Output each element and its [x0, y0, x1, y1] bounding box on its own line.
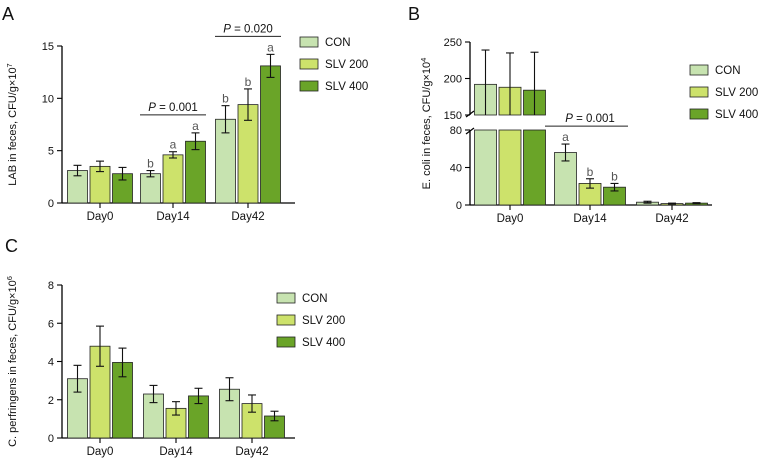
panel-c-legend-swatch	[276, 314, 296, 326]
panel-a-significance-letter: b	[222, 92, 229, 106]
panel-b-y-tick-label: 250	[444, 37, 462, 49]
panel-b-significance-letter: a	[562, 130, 569, 144]
panel-c-legend-label: CON	[302, 293, 328, 305]
panel-a-x-tick-label: Day14	[156, 211, 190, 223]
panel-a-legend-swatch	[299, 36, 319, 48]
panel-b-legend-swatch	[689, 86, 709, 98]
panel-a-x-tick-label: Day0	[87, 211, 114, 223]
panel-c-x-tick-label: Day0	[87, 446, 114, 458]
panel-a: A 0 5 10 15 Day0 Day14 b a a Day42 b b a P = 0.001 P = …	[2, 4, 368, 223]
panel-c-x-tick-label: Day14	[159, 446, 193, 458]
panel-a-pvalue-label: P = 0.001	[148, 102, 198, 114]
panel-b-significance-letter: b	[587, 165, 594, 179]
panel-c-y-axis-label: C. perfringens in feces, CFU/g×106	[5, 276, 20, 447]
panel-b-axis-break-mark	[465, 110, 475, 118]
panel-b-bar-lower	[523, 129, 546, 206]
panel-b: B 0 40 80 150 200 250 Day0 Day14 a b b Day42 P = 0.00…	[408, 4, 758, 225]
panel-b-y-tick-label: 80	[450, 125, 462, 137]
panel-b-pvalue-label: P = 0.001	[565, 113, 615, 125]
panel-a-y-tick-label: 10	[42, 93, 54, 105]
panel-b-legend-swatch	[689, 108, 709, 120]
panel-a-legend-swatch	[299, 80, 319, 92]
panel-a-significance-letter: a	[170, 138, 177, 152]
panel-b-significance-letter: b	[611, 169, 618, 183]
panel-a-x-tick-label: Day42	[231, 211, 264, 223]
panel-b-y-tick-label: 0	[456, 200, 462, 212]
panel-b-axis-break-mark	[465, 127, 475, 135]
panel-a-bar	[162, 154, 184, 204]
panel-b-legend-label: SLV 200	[715, 87, 758, 99]
panel-c-x-tick-label: Day42	[235, 446, 268, 458]
panel-b-y-axis-label: E. coli in feces, CFU/g×104	[419, 58, 434, 190]
panel-b-legend-label: SLV 400	[715, 109, 758, 121]
panel-b-x-tick-label: Day42	[655, 213, 688, 225]
panel-c-y-tick-label: 0	[48, 433, 54, 445]
panel-b-y-tick-label: 40	[450, 163, 462, 175]
panel-c-legend-label: SLV 200	[302, 315, 345, 327]
panel-a-y-tick-label: 15	[42, 41, 54, 53]
panel-a-y-axis-label: LAB in feces, CFU/g×107	[5, 63, 20, 185]
panel-a-significance-letter: b	[147, 157, 154, 171]
panel-b-y-tick-label: 150	[444, 110, 462, 122]
panel-a-y-tick-label: 5	[48, 146, 54, 158]
panel-b-y-tick-label: 200	[444, 74, 462, 86]
panel-c-legend-label: SLV 400	[302, 337, 345, 349]
panel-c-y-tick-label: 4	[48, 357, 54, 369]
panel-a-legend-label: SLV 400	[325, 81, 368, 93]
panel-b-legend-swatch	[689, 64, 709, 76]
panel-a-significance-letter: a	[192, 119, 199, 133]
panel-a-significance-letter: b	[245, 75, 252, 89]
panel-a-bar	[185, 140, 206, 204]
panel-a-legend-label: CON	[325, 37, 351, 49]
panel-a-panel-letter: A	[2, 4, 14, 24]
panel-b-bar-lower	[498, 129, 522, 206]
panel-a-bar	[140, 173, 161, 204]
panel-b-x-tick-label: Day14	[573, 213, 607, 225]
panel-a-y-tick-label: 0	[48, 198, 54, 210]
panel-c-y-tick-label: 8	[48, 280, 54, 292]
panel-a-legend-label: SLV 200	[325, 59, 368, 71]
panel-b-panel-letter: B	[408, 4, 420, 24]
panel-a-bar	[260, 65, 281, 204]
panel-c-panel-letter: C	[5, 236, 18, 256]
panel-c-legend-swatch	[276, 292, 296, 304]
panel-a-pvalue-label: P = 0.020	[223, 23, 273, 35]
panel-c: C 0 2 4 6 8 Day0 Day14 Day42 C. perfringens in fe…	[5, 236, 346, 458]
panel-c-y-tick-label: 2	[48, 395, 54, 407]
panel-b-bar-lower	[474, 129, 497, 206]
panel-a-significance-letter: a	[267, 40, 274, 54]
panel-c-legend-swatch	[276, 336, 296, 348]
panel-c-y-tick-label: 6	[48, 318, 54, 330]
panel-b-legend-label: CON	[715, 65, 741, 77]
panel-a-legend-swatch	[299, 58, 319, 70]
panel-b-x-tick-label: Day0	[497, 213, 524, 225]
